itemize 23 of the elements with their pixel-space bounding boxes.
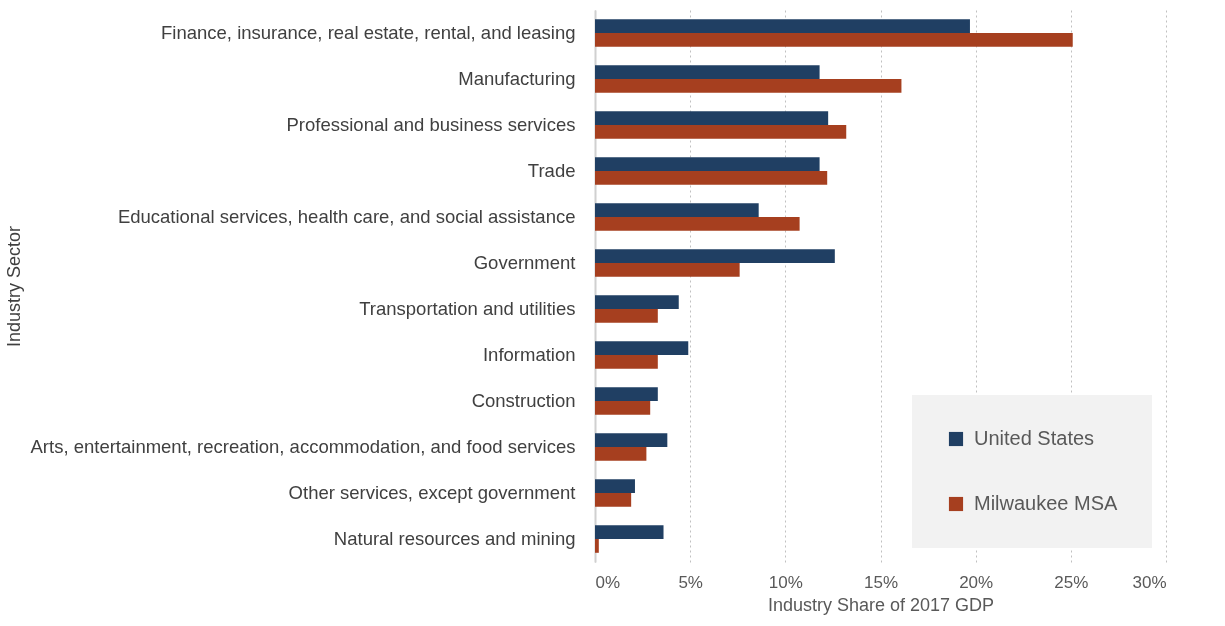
y-tick-label: Arts, entertainment, recreation, accommodation, and food services bbox=[30, 436, 576, 457]
y-tick-label: Information bbox=[482, 344, 576, 365]
y-tick-label: Manufacturing bbox=[458, 68, 576, 89]
x-tick-label: 25% bbox=[1054, 572, 1089, 592]
x-tick-label: 15% bbox=[863, 572, 899, 592]
legend-label: Milwaukee MSA bbox=[974, 492, 1119, 514]
y-tick-label: Transportation and utilities bbox=[359, 298, 576, 319]
y-tick-label: Natural resources and mining bbox=[333, 528, 576, 549]
x-tick-label: 20% bbox=[959, 572, 994, 592]
y-tick-label: Trade bbox=[527, 160, 576, 181]
legend-label: United States bbox=[974, 427, 1095, 449]
x-tick-label: 5% bbox=[678, 572, 703, 592]
x-tick-label: 30% bbox=[1132, 572, 1167, 592]
x-tick-label: 0% bbox=[595, 572, 621, 592]
y-tick-label: Government bbox=[473, 252, 576, 273]
y-axis-title: Industry Sector bbox=[3, 225, 24, 348]
y-tick-label: Educational services, health care, and social assistance bbox=[117, 206, 576, 227]
y-tick-label: Other services, except government bbox=[288, 482, 576, 503]
y-tick-label: Professional and business services bbox=[286, 114, 576, 135]
y-tick-label: Finance, insurance, real estate, rental, and leasing bbox=[161, 22, 576, 43]
x-tick-label: 10% bbox=[768, 572, 803, 592]
x-axis-title: Industry Share of 2017 GDP bbox=[767, 594, 995, 615]
y-tick-label: Construction bbox=[471, 390, 576, 411]
